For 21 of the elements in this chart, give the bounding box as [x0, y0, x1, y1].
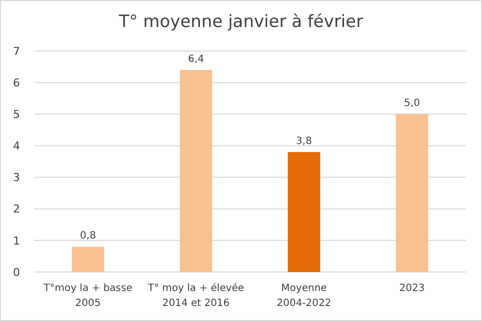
data-label: 5,0 — [404, 98, 420, 110]
y-tick-label: 3 — [13, 171, 20, 184]
x-tick-label: Moyenne 2004-2022 — [276, 283, 332, 309]
y-tick-label: 0 — [13, 266, 20, 279]
bar — [180, 70, 212, 272]
y-tick-label: 2 — [13, 202, 20, 216]
bar — [396, 114, 428, 272]
data-label: 0,8 — [80, 230, 96, 242]
chart-title: T° moyenne janvier à février — [118, 12, 364, 32]
data-label: 3,8 — [296, 136, 312, 148]
bar — [72, 246, 104, 272]
y-tick-label: 4 — [13, 140, 20, 153]
x-tick-label: T° moy la + élevée 2014 et 2016 — [146, 283, 244, 309]
y-tick-label: 6 — [13, 76, 20, 90]
y-tick-label: 5 — [13, 108, 20, 121]
bar — [288, 152, 320, 272]
x-tick-label: T°moy la + basse 2005 — [42, 283, 132, 309]
y-tick-label: 7 — [13, 44, 20, 58]
y-tick-label: 1 — [13, 234, 20, 248]
x-tick-label: 2023 — [399, 283, 425, 294]
data-label: 6,4 — [188, 54, 204, 65]
